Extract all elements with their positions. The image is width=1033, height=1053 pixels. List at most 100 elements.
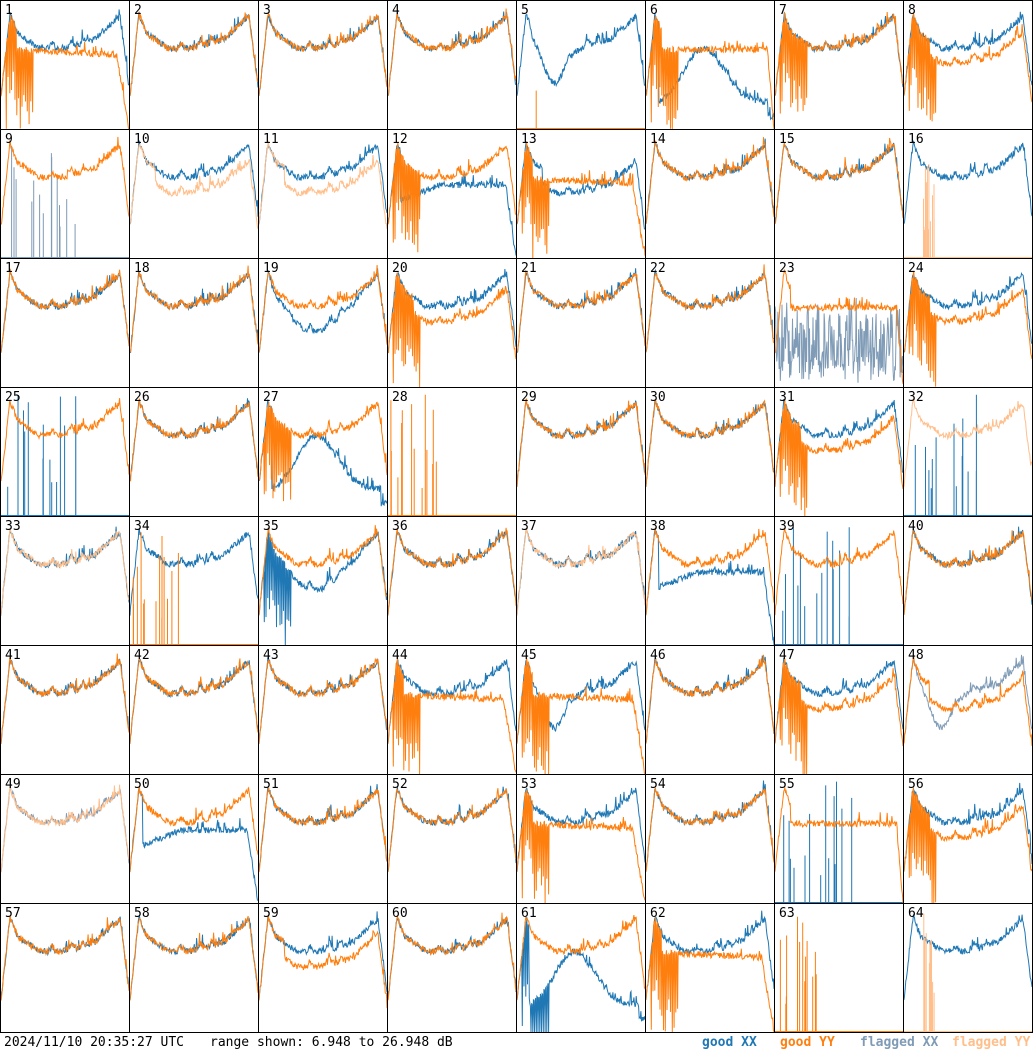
panel-label-59: 59: [263, 906, 279, 921]
series-yy-58: [129, 915, 259, 1001]
panel-label-34: 34: [134, 519, 150, 534]
series-xx-27: [258, 399, 388, 507]
series-yy-60: [387, 912, 517, 1001]
panel-label-38: 38: [650, 519, 666, 534]
series-yy-54: [645, 787, 775, 872]
panel-28: 28: [387, 387, 517, 517]
series-xx-57: [0, 916, 130, 1001]
series-xx-24: [903, 272, 1033, 353]
series-xx-62: [645, 910, 775, 1001]
panel-56: 56: [903, 774, 1033, 904]
series-xx-33: [0, 526, 130, 616]
panel-45: 45: [516, 645, 646, 775]
panel-label-55: 55: [779, 777, 795, 792]
panel-7: 7: [774, 0, 904, 130]
series-xx-39: [775, 526, 903, 645]
series-yy-21: [516, 269, 646, 353]
panel-label-63: 63: [779, 906, 795, 921]
series-xx-55: [775, 781, 903, 903]
panel-label-46: 46: [650, 648, 666, 663]
panel-23: 23: [774, 258, 904, 388]
series-yy-12: [387, 142, 517, 253]
panel-label-15: 15: [779, 132, 795, 147]
panel-label-60: 60: [392, 906, 408, 921]
panel-border-64: [903, 903, 1033, 1033]
panel-39: 39: [774, 516, 904, 646]
series-xx-46: [645, 655, 775, 744]
panel-31: 31: [774, 387, 904, 517]
panel-27: 27: [258, 387, 388, 517]
panel-label-5: 5: [521, 3, 529, 18]
series-xx-10: [129, 140, 259, 225]
series-xx-4: [387, 11, 517, 97]
panel-border-46: [645, 645, 775, 775]
panel-label-29: 29: [521, 390, 537, 405]
series-yy-61: [516, 915, 646, 1001]
panel-18: 18: [129, 258, 259, 388]
panel-label-54: 54: [650, 777, 666, 792]
panel-border-28: [387, 387, 517, 517]
series-yy-2: [129, 11, 259, 97]
panel-label-17: 17: [5, 261, 21, 276]
panel-label-57: 57: [5, 906, 21, 921]
series-yy-51: [258, 785, 388, 873]
panel-border-4: [387, 0, 517, 130]
panel-label-56: 56: [908, 777, 924, 792]
series-yy-35: [258, 525, 388, 616]
series-yy-20: [387, 272, 517, 388]
panel-8: 8: [903, 0, 1033, 130]
series-yy-50: [129, 785, 259, 873]
panel-20: 20: [387, 258, 517, 388]
series-xx-41: [0, 657, 130, 744]
panel-41: 41: [0, 645, 130, 775]
panel-13: 13: [516, 129, 646, 259]
panel-label-62: 62: [650, 906, 666, 921]
series-yy-26: [129, 398, 259, 482]
panel-52: 52: [387, 774, 517, 904]
panel-border-36: [387, 516, 517, 646]
panel-61: 61: [516, 903, 646, 1033]
series-xx-2: [129, 11, 259, 97]
panel-47: 47: [774, 645, 904, 775]
panel-label-44: 44: [392, 648, 408, 663]
panel-label-16: 16: [908, 132, 924, 147]
series-yy-39: [774, 528, 904, 616]
footer: 2024/11/10 20:35:27 UTC range shown: 6.9…: [0, 1033, 1033, 1053]
panel-label-11: 11: [263, 132, 279, 147]
series-xx-9: [1, 145, 129, 258]
series-yy-19: [258, 264, 388, 353]
panel-59: 59: [258, 903, 388, 1033]
panel-42: 42: [129, 645, 259, 775]
series-yy-62: [645, 917, 775, 1033]
panel-label-39: 39: [779, 519, 795, 534]
series-yy-23: [775, 269, 904, 384]
panel-15: 15: [774, 129, 904, 259]
panel-label-33: 33: [5, 519, 21, 534]
panel-label-7: 7: [779, 3, 787, 18]
series-xx-11: [258, 143, 388, 225]
series-yy-40: [903, 529, 1033, 616]
series-yy-57: [0, 916, 130, 1001]
panel-12: 12: [387, 129, 517, 259]
series-yy-46: [645, 654, 775, 744]
panel-border-50: [129, 774, 259, 904]
series-yy-3: [258, 12, 388, 97]
panel-25: 25: [0, 387, 130, 517]
panel-label-12: 12: [392, 132, 408, 147]
series-yy-13: [516, 141, 646, 259]
panel-35: 35: [258, 516, 388, 646]
series-xx-34: [129, 528, 259, 616]
panel-54: 54: [645, 774, 775, 904]
panel-60: 60: [387, 903, 517, 1033]
panel-label-51: 51: [263, 777, 279, 792]
panel-50: 50: [129, 774, 259, 904]
panel-33: 33: [0, 516, 130, 646]
panel-label-23: 23: [779, 261, 795, 276]
range-label: range shown: 6.948 to 26.948 dB: [210, 1035, 453, 1050]
series-xx-19: [258, 268, 388, 353]
panel-label-40: 40: [908, 519, 924, 534]
series-xx-58: [129, 915, 259, 1001]
series-yy-10: [129, 143, 259, 230]
series-xx-48: [903, 654, 1033, 744]
series-xx-15: [774, 142, 904, 224]
